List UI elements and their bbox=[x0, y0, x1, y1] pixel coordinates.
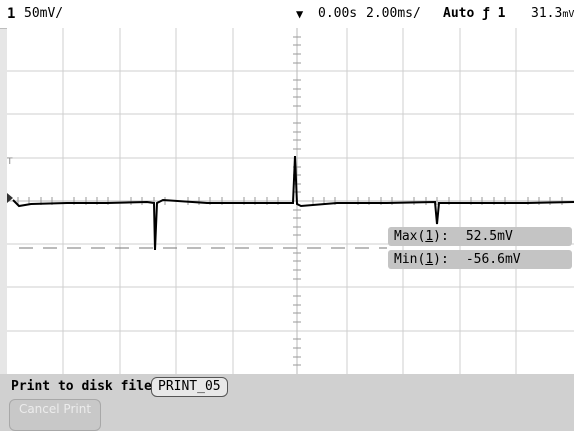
timebase-scale-unit: ms/ bbox=[397, 6, 421, 21]
trigger-position-marker-icon: ▼ bbox=[296, 7, 304, 21]
min-label-text: Min( bbox=[394, 252, 426, 267]
channel-scale-unit: mV/ bbox=[39, 6, 64, 21]
trigger-source[interactable]: ƒ 1 bbox=[482, 6, 506, 21]
time-position[interactable]: 0.00s bbox=[318, 6, 358, 21]
waveform-display: T bbox=[7, 28, 574, 374]
channel-scale[interactable]: 50mV/ bbox=[24, 0, 63, 28]
measurement-max[interactable]: Max(1): 52.5mV bbox=[388, 227, 572, 246]
channel-1-trace bbox=[12, 155, 574, 251]
trigger-level-unit: mV bbox=[562, 9, 574, 20]
measurement-min-label: Min(1): bbox=[394, 250, 458, 269]
status-bar: 1 50mV/ ▼ 0.00s 2.00ms/ Auto ƒ 1 31.3mV bbox=[0, 0, 574, 29]
measurement-min-value: -56.6mV bbox=[465, 252, 521, 267]
grid-center-axes bbox=[7, 28, 574, 374]
max-label-text: Max( bbox=[394, 229, 426, 244]
min-label-close: ): bbox=[433, 252, 449, 267]
max-channel: 1 bbox=[425, 229, 434, 244]
trigger-level-value: 31.3 bbox=[531, 6, 563, 21]
softkey-bar: Print to disk file: PRINT_05 Cancel Prin… bbox=[0, 374, 574, 431]
axis-ticks bbox=[17, 36, 563, 366]
ground-reference-marker-icon: T bbox=[7, 157, 13, 167]
channel-number[interactable]: 1 bbox=[7, 6, 16, 22]
measurement-min[interactable]: Min(1): -56.6mV bbox=[388, 250, 572, 269]
grid-horizontal bbox=[7, 70, 574, 332]
max-label-close: ): bbox=[433, 229, 449, 244]
cancel-print-button[interactable]: Cancel Print bbox=[9, 399, 101, 431]
channel-scale-value: 50 bbox=[24, 6, 40, 21]
trigger-mode[interactable]: Auto bbox=[443, 6, 475, 21]
measurement-max-label: Max(1): bbox=[394, 227, 458, 246]
timebase-scale[interactable]: 2.00ms/ bbox=[366, 0, 421, 28]
trigger-level[interactable]: 31.3mV bbox=[531, 0, 574, 29]
print-file-name-field[interactable]: PRINT_05 bbox=[151, 377, 228, 397]
min-channel: 1 bbox=[425, 252, 434, 267]
timebase-scale-value: 2.00 bbox=[366, 6, 398, 21]
measurement-max-value: 52.5mV bbox=[465, 229, 513, 244]
print-to-disk-label: Print to disk file: bbox=[11, 379, 160, 394]
graticule-svg: T bbox=[7, 28, 574, 374]
channel-1-marker-icon[interactable] bbox=[7, 193, 13, 203]
